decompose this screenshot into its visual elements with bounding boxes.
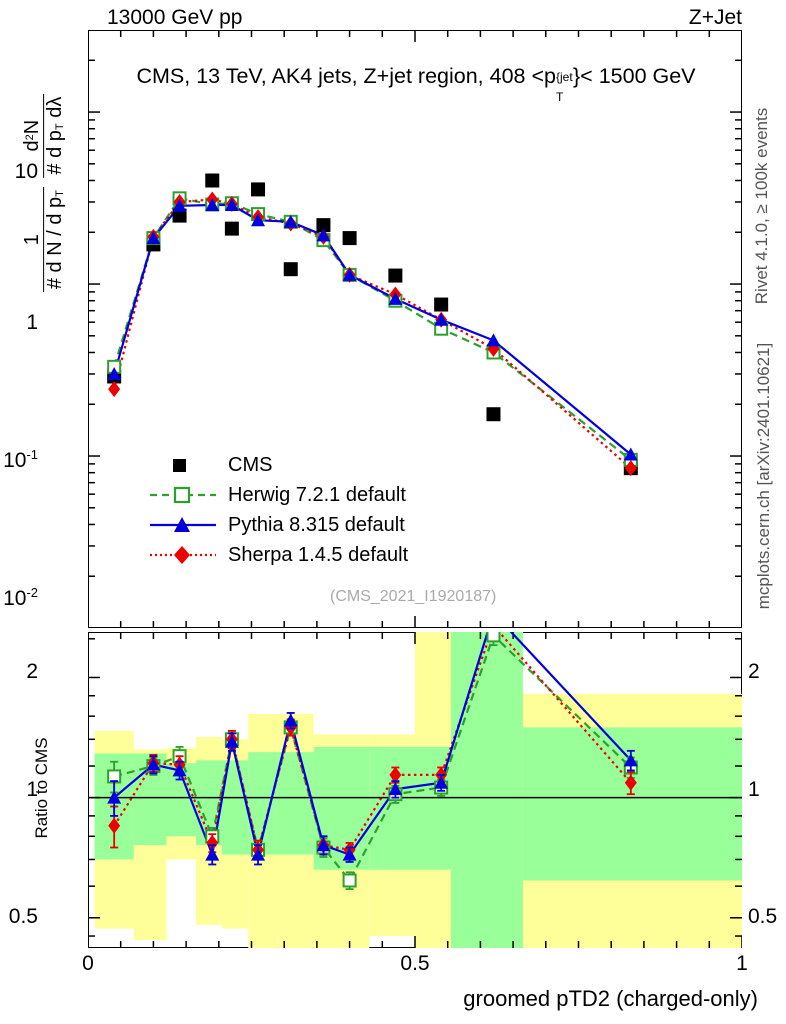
- ytick-ratio-left-1: 1: [26, 778, 38, 801]
- legend-label-herwig: Herwig 7.2.1 default: [228, 483, 406, 506]
- ylab-num-1: 1: [21, 234, 44, 246]
- legend-item-pythia[interactable]: Pythia 8.315 default: [150, 510, 408, 540]
- legend-item-cms[interactable]: CMS: [150, 450, 408, 480]
- x-axis-label: groomed pTD2 (charged-only): [463, 986, 758, 1011]
- ytick-ratio-right-2: 2: [748, 660, 760, 683]
- mcplots-caption: mcplots.cern.ch [arXiv:2401.10621]: [754, 342, 773, 610]
- ytick-ratio-right-05: 0.5: [748, 905, 778, 928]
- legend-label-pythia: Pythia 8.315 default: [228, 513, 405, 536]
- analysis-id-watermark: (CMS_2021_I1920187): [330, 588, 497, 605]
- ytick-ratio-left-05: 0.5: [8, 905, 38, 928]
- ytick-main-1: 1: [26, 311, 38, 334]
- ylab-den-2-sub: T: [54, 123, 67, 131]
- ytick-ratio-right-1: 1: [748, 778, 760, 801]
- ylab-num-2b: N: [21, 119, 44, 135]
- plot-title-sup: {jet: [555, 70, 573, 84]
- legend-key-sherpa: [150, 544, 216, 566]
- xtick-1: 1: [736, 952, 748, 975]
- legend-label-sherpa: Sherpa 1.4.5 default: [228, 543, 409, 566]
- plot-title-sub: T: [555, 90, 564, 104]
- legend-label-cms: CMS: [228, 453, 273, 476]
- ylab-num-2sup: 2: [24, 134, 37, 141]
- main-plot-frame: [88, 30, 742, 628]
- ylab-num-2a: d: [21, 140, 44, 152]
- ratio-plot-canvas: [88, 632, 742, 948]
- plot-title-pre: CMS, 13 TeV, AK4 jets, Z+jet region, 408…: [136, 64, 556, 88]
- legend-key-cms: [150, 454, 216, 476]
- main-plot-canvas: [88, 30, 742, 628]
- legend: CMS Herwig 7.2.1 default Pythia 8.315 de…: [150, 450, 408, 570]
- header-process-label: Z+Jet: [688, 6, 742, 29]
- ylab-den-2: # d p: [44, 130, 67, 175]
- legend-key-herwig: [150, 484, 216, 506]
- xtick-05: 0.5: [400, 952, 430, 975]
- plot-title: CMS, 13 TeV, AK4 jets, Z+jet region, 408…: [94, 64, 738, 104]
- legend-item-sherpa[interactable]: Sherpa 1.4.5 default: [150, 540, 408, 570]
- legend-key-pythia: [150, 514, 216, 536]
- plot-title-post: }< 1500 GeV: [572, 64, 696, 88]
- legend-item-herwig[interactable]: Herwig 7.2.1 default: [150, 480, 408, 510]
- ytick-main-1e-1: 10-1: [3, 447, 38, 472]
- ytick-ratio-left-2: 2: [26, 660, 38, 683]
- ytick-main-10: 10: [14, 160, 38, 183]
- ylab-den-1-sub: T: [54, 190, 67, 197]
- main-y-axis-label: 1 # d N / d pT d2N # d pT dλ: [21, 53, 67, 333]
- ytick-main-1e-2: 10-2: [3, 585, 38, 610]
- header-beam-label: 13000 GeV pp: [107, 6, 243, 29]
- xtick-0: 0: [82, 952, 94, 975]
- ylab-lambda: dλ: [44, 96, 67, 118]
- ylab-den-1: # d N / d p: [44, 196, 67, 290]
